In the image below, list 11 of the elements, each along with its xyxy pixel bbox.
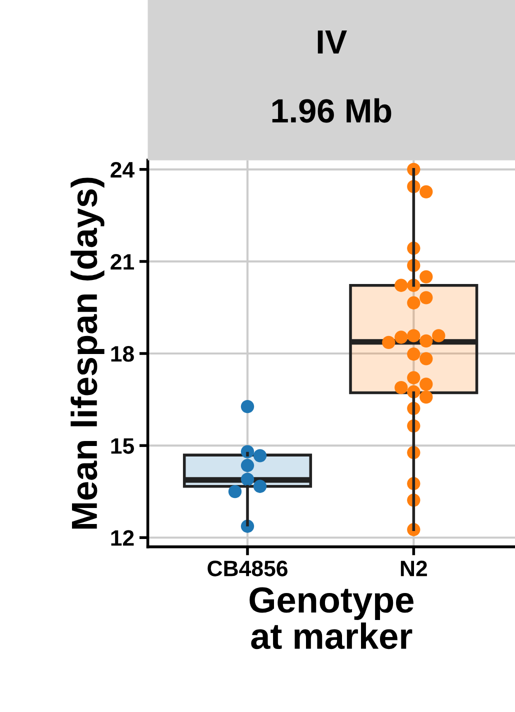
x-axis-title: Genotype at marker xyxy=(250,587,414,650)
y-tick-label: 21 xyxy=(110,254,134,270)
y-tick-label: 12 xyxy=(111,530,134,546)
chart-subtitle: 1.96 Mb xyxy=(272,98,392,123)
y-tick-label: 15 xyxy=(111,438,134,454)
x-tick-label: N2 xyxy=(400,560,427,576)
x-tick-label: CB4856 xyxy=(208,560,288,576)
y-axis-title: Mean lifespan (days) xyxy=(70,178,104,529)
y-tick-label: 24 xyxy=(110,162,134,178)
y-tick-label: 18 xyxy=(111,346,134,362)
chart-title: IV xyxy=(318,30,347,54)
